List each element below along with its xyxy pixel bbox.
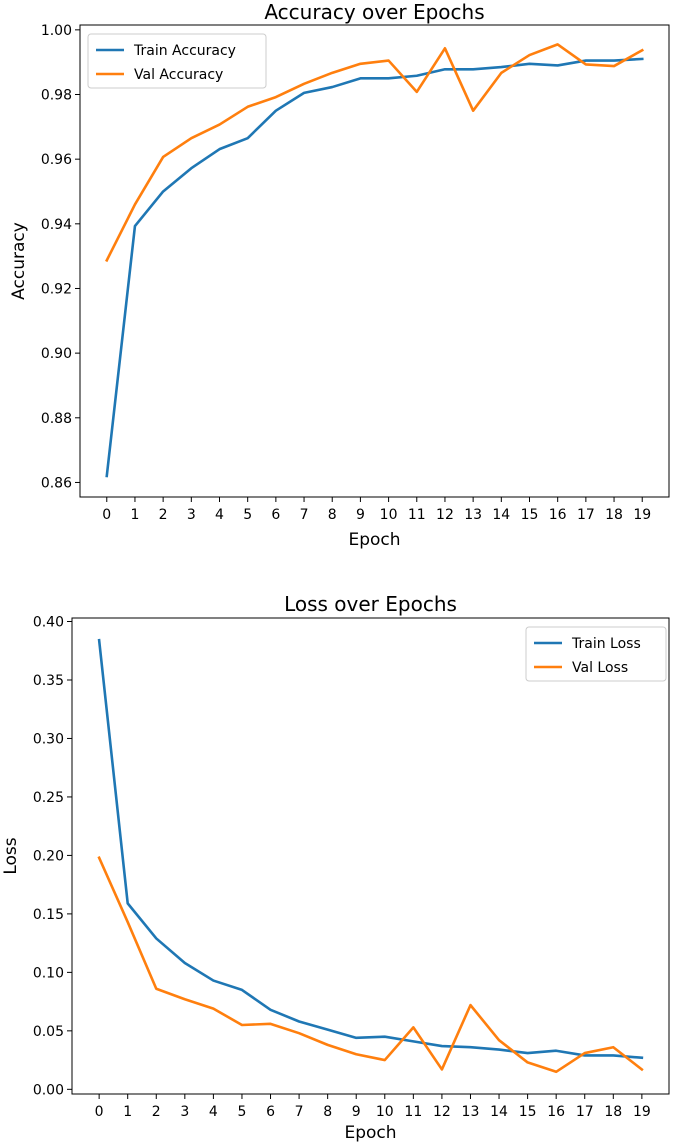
- x-tick-label: 18: [605, 507, 623, 523]
- x-tick-label: 16: [547, 1104, 565, 1120]
- chart-title: Loss over Epochs: [284, 592, 457, 616]
- axes-frame: [79, 24, 670, 498]
- y-tick-label: 0.94: [41, 217, 72, 233]
- y-tick-label: 0.20: [33, 848, 64, 864]
- y-tick-label: 0.25: [33, 790, 64, 806]
- x-tick-label: 7: [295, 1104, 304, 1120]
- legend: Train Loss Val Loss: [525, 626, 667, 682]
- x-tick-label: 0: [95, 1104, 104, 1120]
- series-line-train-loss: [97, 638, 644, 1060]
- x-tick-label: 1: [130, 507, 139, 523]
- x-tick-label: 2: [159, 507, 168, 523]
- y-tick-label: 1.00: [41, 23, 72, 39]
- x-tick-label: 18: [604, 1104, 622, 1120]
- x-tick-label: 12: [433, 1104, 451, 1120]
- x-tick-label: 19: [633, 1104, 651, 1120]
- x-tick-label: 1: [123, 1104, 132, 1120]
- x-tick-label: 15: [519, 1104, 537, 1120]
- x-tick-label: 15: [521, 507, 539, 523]
- x-tick-label: 14: [490, 1104, 508, 1120]
- y-tick-label: 0.86: [41, 475, 72, 491]
- chart-title: Accuracy over Epochs: [264, 0, 484, 24]
- x-tick-label: 17: [576, 1104, 594, 1120]
- x-tick-label: 7: [300, 507, 309, 523]
- x-tick-label: 10: [380, 507, 398, 523]
- x-tick-label: 11: [404, 1104, 422, 1120]
- y-tick-label: 0.98: [41, 88, 72, 104]
- x-tick-label: 8: [323, 1104, 332, 1120]
- x-tick-label: 12: [436, 507, 454, 523]
- x-tick-label: 4: [209, 1104, 218, 1120]
- y-tick-label: 0.90: [41, 346, 72, 362]
- legend-label: Train Accuracy: [133, 43, 236, 59]
- x-tick-label: 2: [152, 1104, 161, 1120]
- x-axis-label: Epoch: [344, 1123, 396, 1143]
- x-tick-label: 14: [492, 507, 510, 523]
- x-tick-label: 10: [376, 1104, 394, 1120]
- x-tick-label: 5: [237, 1104, 246, 1120]
- axes-frame: [71, 617, 670, 1095]
- y-tick-label: 0.35: [33, 673, 64, 689]
- x-axis-label: Epoch: [348, 530, 400, 550]
- x-tick-label: 6: [266, 1104, 275, 1120]
- y-tick-label: 0.15: [33, 907, 64, 923]
- y-axis-label: Accuracy: [9, 222, 29, 300]
- series-line-val-loss: [97, 856, 644, 1074]
- x-tick-label: 4: [215, 507, 224, 523]
- y-tick-label: 0.10: [33, 965, 64, 981]
- x-tick-label: 0: [102, 507, 111, 523]
- x-tick-label: 5: [243, 507, 252, 523]
- legend-label: Train Loss: [571, 636, 641, 652]
- y-tick-label: 0.40: [33, 615, 64, 631]
- x-tick-label: 16: [549, 507, 567, 523]
- x-tick-label: 3: [187, 507, 196, 523]
- y-tick-label: 0.92: [41, 281, 72, 297]
- y-tick-label: 0.00: [33, 1082, 64, 1098]
- legend-label: Val Accuracy: [134, 67, 223, 83]
- x-tick-label: 6: [271, 507, 280, 523]
- x-tick-label: 13: [464, 507, 482, 523]
- y-tick-label: 0.05: [33, 1024, 64, 1040]
- series-line-train-accuracy: [105, 57, 644, 478]
- y-axis-label: Loss: [1, 837, 21, 874]
- x-tick-label: 9: [352, 1104, 361, 1120]
- y-tick-label: 0.96: [41, 152, 72, 168]
- legend: Train Accuracy Val Accuracy: [87, 33, 267, 89]
- x-tick-label: 8: [328, 507, 337, 523]
- x-tick-label: 19: [633, 507, 651, 523]
- legend-box: [87, 33, 267, 89]
- x-tick-label: 9: [356, 507, 365, 523]
- legend-label: Val Loss: [572, 660, 628, 676]
- x-tick-label: 11: [408, 507, 426, 523]
- x-tick-label: 17: [577, 507, 595, 523]
- x-tick-label: 13: [462, 1104, 480, 1120]
- x-tick-label: 3: [180, 1104, 189, 1120]
- y-tick-label: 0.30: [33, 731, 64, 747]
- y-tick-label: 0.88: [41, 411, 72, 427]
- series-line-val-accuracy: [105, 43, 645, 263]
